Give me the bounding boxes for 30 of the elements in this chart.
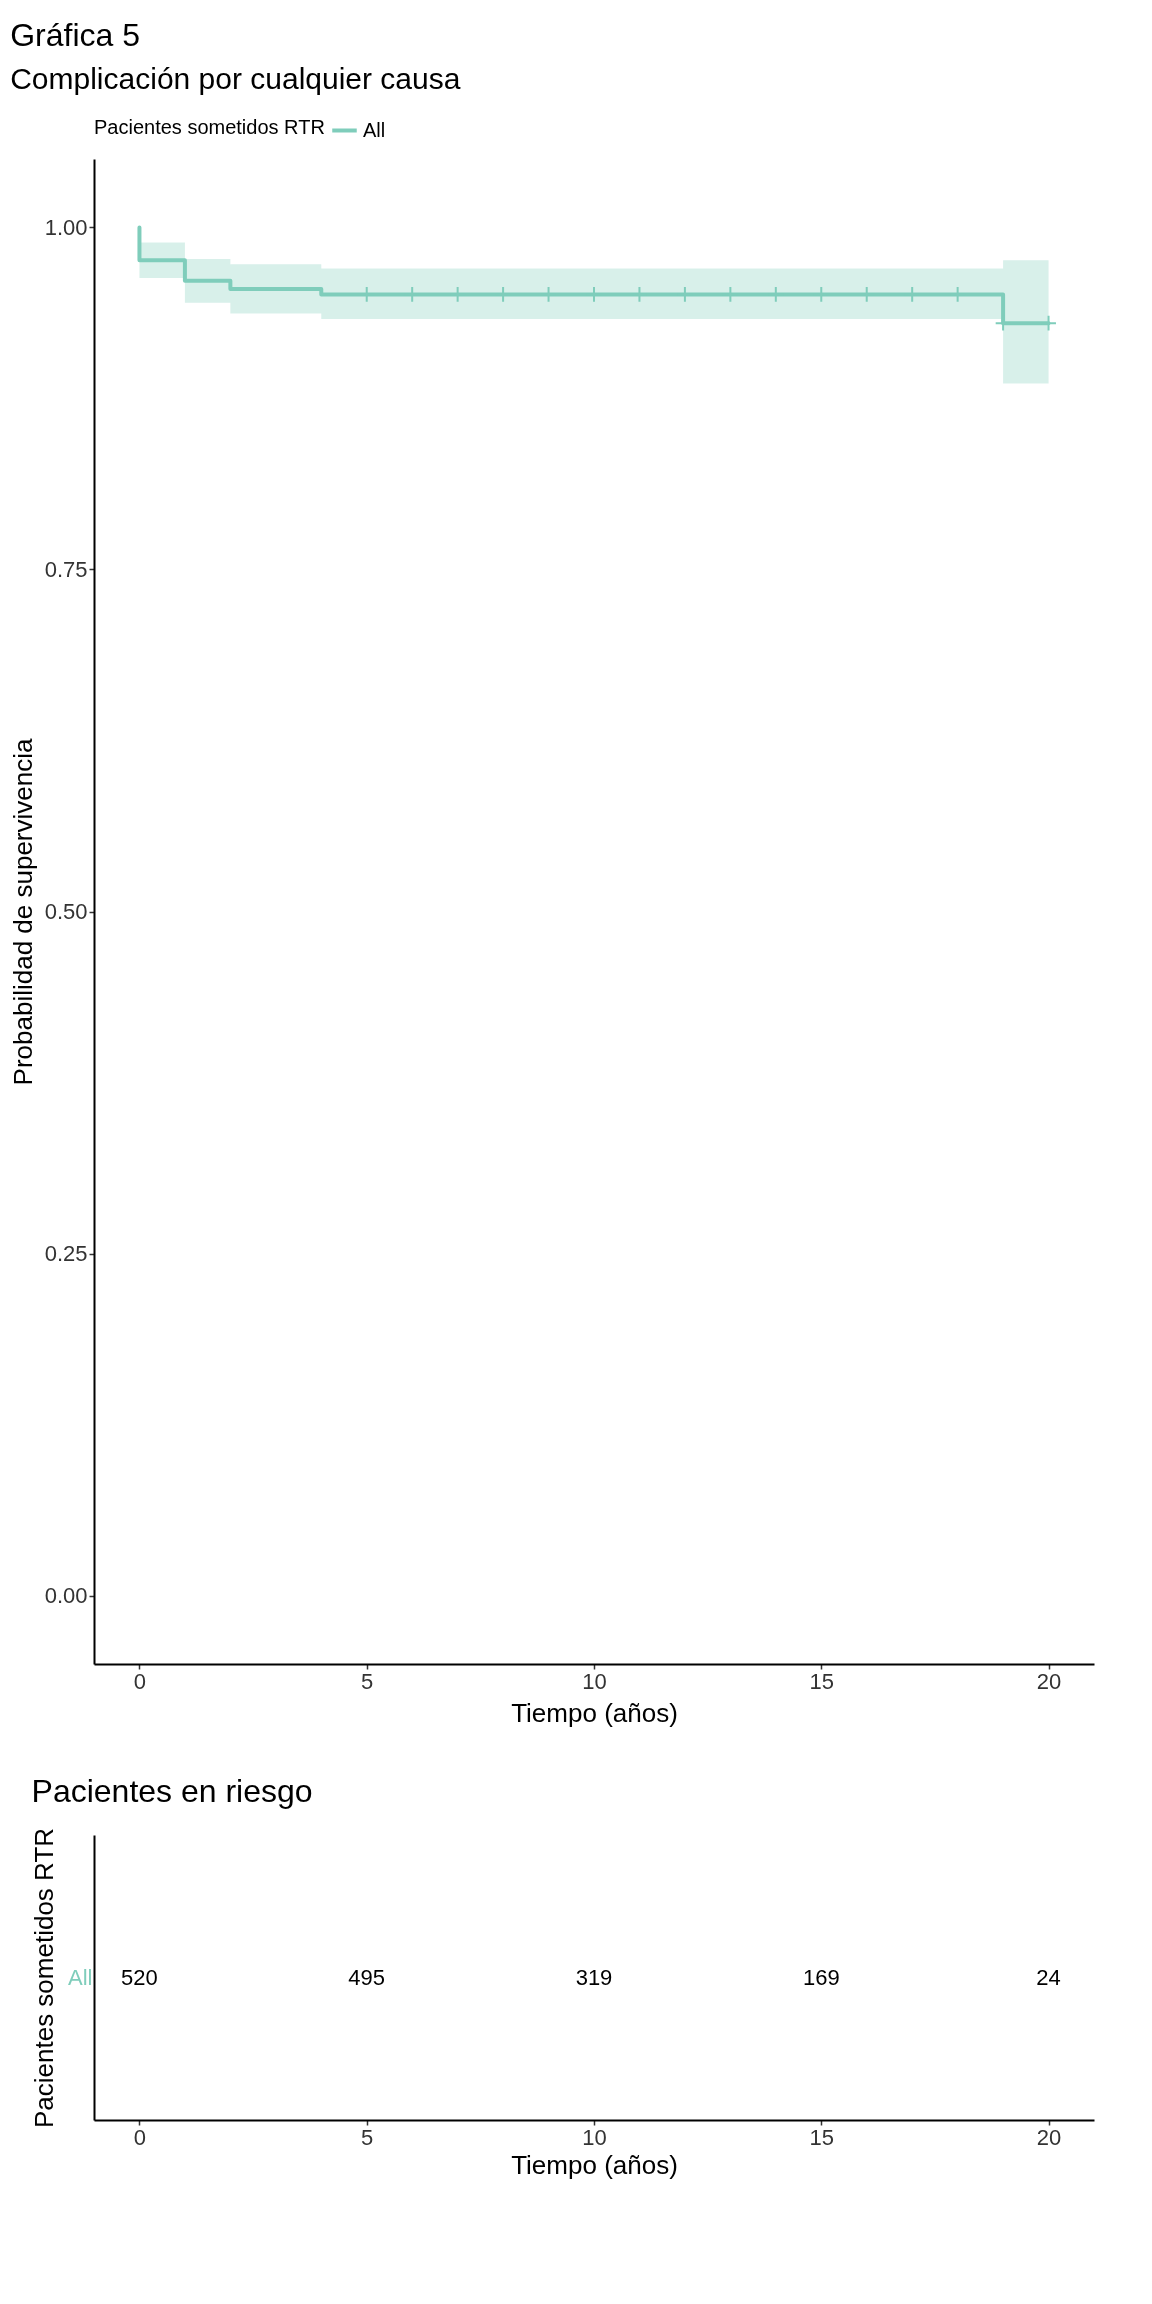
legend-title: Pacientes sometidos RTR bbox=[94, 116, 325, 138]
x-tick-label: 0 bbox=[133, 2124, 147, 2150]
x-tick-label: 20 bbox=[1036, 1668, 1062, 1694]
data-label: 24 bbox=[1036, 1964, 1061, 1990]
chart-title: Pacientes en riesgo bbox=[31, 1773, 313, 1810]
x-tick-label: 5 bbox=[361, 1668, 374, 1694]
data-label: 495 bbox=[348, 1964, 386, 1990]
y-tick-label: All bbox=[68, 1964, 93, 1990]
legend-label: All bbox=[363, 118, 386, 141]
y-axis-title: Pacientes sometidos RTR bbox=[29, 1827, 60, 2129]
x-tick-label: 20 bbox=[1036, 2124, 1062, 2150]
x-tick-label: 10 bbox=[582, 1668, 607, 1694]
y-axis-title: Probabilidad de supervivencia bbox=[7, 738, 38, 1086]
y-tick-label: 1.00 bbox=[44, 214, 88, 240]
x-tick-label: 15 bbox=[809, 1668, 835, 1694]
chart-title: Gráfica 5 bbox=[10, 17, 141, 53]
data-label: 319 bbox=[575, 1964, 613, 1990]
y-tick-label: 0.25 bbox=[44, 1241, 88, 1267]
x-axis-title: Tiempo (años) bbox=[511, 2149, 678, 2180]
x-tick-label: 0 bbox=[133, 1668, 147, 1694]
x-tick-label: 10 bbox=[582, 2124, 607, 2150]
x-axis-title: Tiempo (años) bbox=[511, 1697, 678, 1728]
data-label: 520 bbox=[121, 1964, 158, 1990]
y-tick-label: 0.00 bbox=[44, 1583, 88, 1609]
x-tick-label: 5 bbox=[361, 2124, 374, 2150]
x-tick-label: 15 bbox=[809, 2124, 835, 2150]
chart-subtitle: Complicación por cualquier causa bbox=[10, 62, 461, 95]
y-tick-label: 0.50 bbox=[44, 899, 88, 924]
data-label: 169 bbox=[802, 1964, 840, 1990]
y-tick-label: 0.75 bbox=[44, 556, 88, 582]
